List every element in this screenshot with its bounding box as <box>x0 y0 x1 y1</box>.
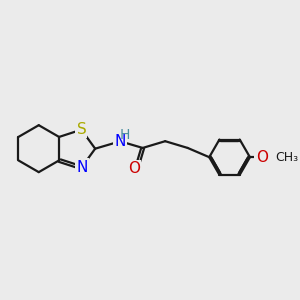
Text: N: N <box>115 134 126 149</box>
Text: S: S <box>76 122 86 137</box>
Text: CH₃: CH₃ <box>275 151 298 164</box>
Text: O: O <box>128 161 140 176</box>
Text: O: O <box>256 150 268 165</box>
Text: H: H <box>120 128 130 142</box>
Text: N: N <box>76 160 88 175</box>
